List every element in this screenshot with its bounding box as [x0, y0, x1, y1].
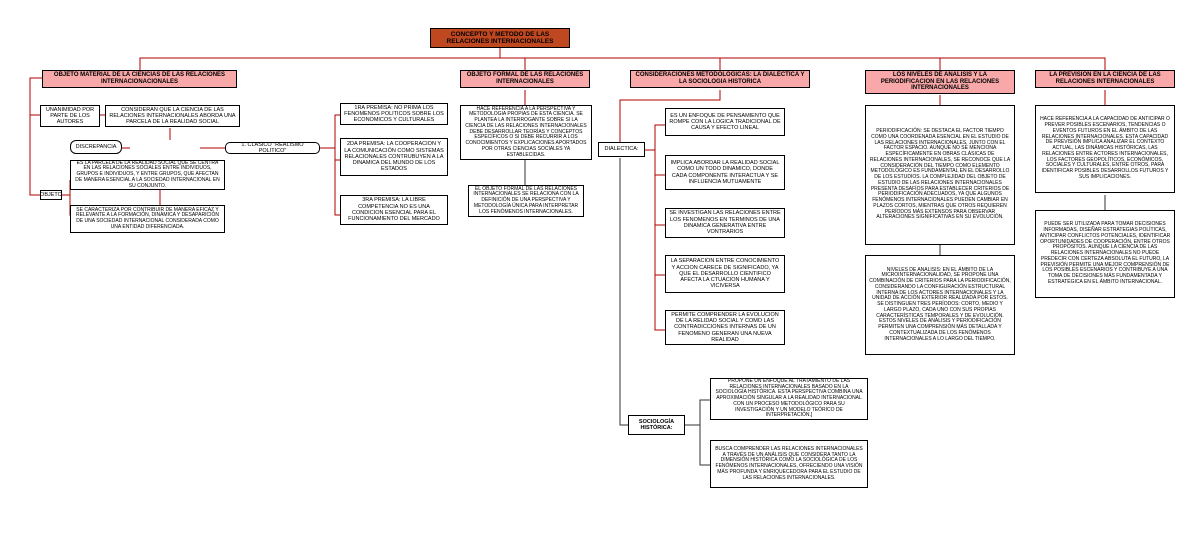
box-prevision1: HACE REFERENCIA A LA CAPACIDAD DE ANTICI… [1035, 105, 1175, 193]
box-prevision2: PUEDE SER UTILIZADA PARA TOMAR DECISIONE… [1035, 210, 1175, 298]
box-unanimidad: UNANIMIDAD POR PARTE DE LOS AUTORES [40, 105, 100, 127]
box-permite: PERMITE COMPRENDER LA EVOLUCION DE LA RE… [665, 310, 785, 345]
box-propone: PROPONE UN ENFOQUE AL TRATAMIENTO DE LAS… [710, 378, 868, 420]
box-niveles: NIVELES DE ANALISIS: EN EL ÁMBITO DE LA … [865, 255, 1015, 355]
box-discrepancia: DISCREPANCIA [70, 140, 122, 154]
section-objeto-formal: OBJETO FORMAL DE LAS RELACIONES INTERNAC… [460, 70, 590, 88]
box-sociologia: SOCIOLOGÍA HISTÓRICA: [628, 415, 685, 435]
box-separacion: LA SEPARACION ENTRE CONOCIMIENTO Y ACCIO… [665, 255, 785, 293]
box-investigan: SE INVESTIGAN LAS RELACIONES ENTRE LOS F… [665, 208, 785, 238]
box-perspectiva: HACE REFERENCIA A LA PERSPECTIVA Y METOD… [460, 105, 592, 160]
section-niveles: LOS NIVELES DE ANALISIS Y LA PERIODIFICA… [865, 70, 1015, 94]
box-premisa1: 1RA PREMISA: NO PRIMA LOS FENOMENOS POLI… [340, 103, 448, 125]
box-objeto: OBJETO [40, 190, 62, 200]
box-clasico: 1. CLASICO "REALISMO POLITICO" [225, 142, 320, 154]
section-objeto-material: OBJETO MATERIAL DE LA CIENCIAS DE LAS RE… [42, 70, 237, 88]
box-premisa3: 3RA PREMISA: LA LIBRE COMPETENCIA NO ES … [340, 195, 448, 225]
section-consideraciones: CONSIDERACIONES METODOLOGICAS: LA DIALEC… [630, 70, 810, 88]
box-caracteriza: SE CARACTERIZA POR CONTRIBUIR DE MANERA … [70, 205, 225, 233]
box-consideran: CONSIDERAN QUE LA CIENCIA DE LAS RELACIO… [105, 105, 240, 127]
box-dialectica: DIALECTICA: [598, 142, 645, 157]
box-premisa2: 2DA PREMISA: LA COOPERACION Y LA COMUNIC… [340, 138, 448, 176]
box-enfoque: ES UN ENFOQUE DE PENSAMIENTO QUE ROMPE C… [665, 108, 785, 136]
box-periodificacion: PERIODIFICACIÓN: SE DESTACA EL FACTOR TI… [865, 105, 1015, 245]
box-busca: BUSCA COMPRENDER LAS RELACIONES INTERNAC… [710, 440, 868, 488]
box-implica: IMPLICA ABORDAR LA REALIDAD SOCIAL COMO … [665, 155, 785, 190]
section-prevision: LA PREVISION EN LA CIENCIA DE LAS RELACI… [1035, 70, 1175, 88]
title-box: CONCEPTO Y METODO DE LAS RELACIONES INTE… [430, 28, 570, 48]
box-parcela: ES LA PARCELA DE LA REALIDAD SOCIAL QUE … [70, 160, 225, 190]
box-objformal: EL OBJETO FORMAL DE LAS RELACIONES INTER… [468, 185, 584, 217]
